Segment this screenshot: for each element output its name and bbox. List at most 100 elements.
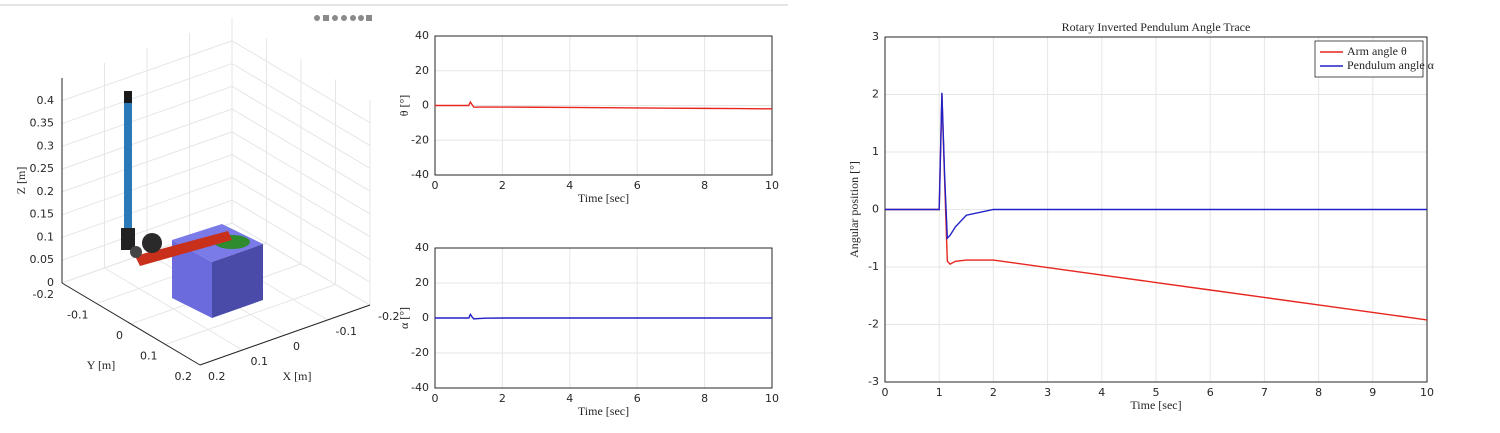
- z-axis-label: Z [m]: [14, 167, 28, 195]
- z-tick-label: 0: [47, 276, 54, 289]
- y-tick-label: 0.2: [175, 370, 193, 383]
- y-tick-label: -40: [411, 381, 429, 394]
- x-tick-label: 4: [1098, 386, 1105, 399]
- z-tick-label: 0.35: [30, 117, 55, 130]
- x-axis-label: Time [sec]: [578, 404, 629, 418]
- y-tick-label: -1: [868, 260, 879, 273]
- x-tick-label: 0: [432, 392, 439, 405]
- grid-line: [231, 63, 371, 146]
- axis-line: [61, 282, 201, 366]
- x-tick-label: 4: [566, 179, 573, 192]
- grid-line: [231, 154, 371, 238]
- grid-line: [61, 154, 233, 216]
- grid-line: [61, 199, 233, 261]
- x-tick-label: 8: [701, 179, 708, 192]
- pendulum-rod: [124, 95, 132, 232]
- y-tick-label: -0.2: [33, 288, 54, 301]
- y-tick-label: -2: [868, 318, 879, 331]
- x-tick-label: 6: [634, 179, 641, 192]
- grid-line: [165, 284, 336, 345]
- x-tick-label: 1: [936, 386, 943, 399]
- z-tick-label: 0.2: [37, 185, 55, 198]
- grid-line: [61, 85, 233, 147]
- pendulum-model: [121, 91, 263, 318]
- x-tick-label: 0: [432, 179, 439, 192]
- x-tick-label: 2: [499, 392, 506, 405]
- y-tick-label: 20: [415, 276, 429, 289]
- tool-icon[interactable]: [332, 15, 338, 21]
- grid-line: [61, 131, 233, 193]
- x-tick-label: 2: [499, 179, 506, 192]
- y-axis-label: α [°]: [397, 307, 411, 329]
- encoder: [142, 233, 162, 253]
- y-axis-label: Angular position [°]: [847, 161, 861, 258]
- x-tick-label: 10: [765, 392, 779, 405]
- x-tick-label: 8: [701, 392, 708, 405]
- y-tick-label: 40: [415, 29, 429, 42]
- grid-line: [61, 63, 233, 125]
- tool-icon[interactable]: [350, 15, 356, 21]
- x-axis-label: Time [sec]: [1130, 398, 1181, 412]
- x-tick-label: 7: [1261, 386, 1268, 399]
- legend-label: Arm angle θ: [1347, 44, 1407, 58]
- x-axis-label: X [m]: [283, 369, 312, 383]
- x-tick-label: 4: [566, 392, 573, 405]
- z-tick-label: 0.3: [37, 139, 55, 152]
- z-tick-label: 0.1: [37, 230, 55, 243]
- tool-icon[interactable]: [358, 15, 364, 21]
- y-tick-label: -20: [411, 346, 429, 359]
- hub: [130, 246, 142, 258]
- x-tick-label: 0.1: [251, 355, 269, 368]
- y-tick-label: 3: [872, 30, 879, 43]
- grid-line: [231, 222, 371, 306]
- series-line: [885, 92, 1427, 240]
- x-tick-label: 9: [1369, 386, 1376, 399]
- base-face: [212, 244, 263, 318]
- pivot: [121, 228, 135, 250]
- y-axis-label: θ [°]: [397, 95, 411, 117]
- grid-line: [61, 40, 233, 102]
- x-tick-label: -0.1: [336, 325, 357, 338]
- grid-line: [231, 40, 371, 124]
- x-tick-label: 8: [1315, 386, 1322, 399]
- tool-icon[interactable]: [341, 15, 347, 21]
- tool-icon[interactable]: [323, 15, 329, 21]
- rod-cap: [124, 91, 132, 103]
- y-tick-label: 2: [872, 88, 879, 101]
- base-face: [172, 240, 212, 318]
- tool-icon[interactable]: [314, 15, 320, 21]
- axis-line: [199, 304, 371, 366]
- tool-icon[interactable]: [366, 15, 372, 21]
- grid-line: [231, 199, 371, 283]
- y-tick-label: 0: [872, 203, 879, 216]
- x-tick-label: 0: [293, 340, 300, 353]
- grid-line: [231, 131, 371, 215]
- x-axis-label: Time [sec]: [578, 191, 629, 205]
- toolbar: [314, 15, 372, 21]
- z-tick-label: 0.25: [30, 162, 55, 175]
- y-tick-label: 20: [415, 64, 429, 77]
- x-tick-label: 5: [1153, 386, 1160, 399]
- y-tick-label: -3: [868, 375, 879, 388]
- x-tick-label: 3: [1044, 386, 1051, 399]
- z-tick-label: 0.05: [30, 253, 55, 266]
- grid-line: [61, 108, 233, 170]
- legend-box: [1314, 40, 1424, 78]
- y-tick-label: 0.1: [140, 350, 158, 363]
- x-tick-label: 0.2: [208, 370, 226, 383]
- x-tick-label: 2: [990, 386, 997, 399]
- series-line: [435, 313, 772, 320]
- y-tick-label: 0: [116, 329, 123, 342]
- grid-line: [61, 176, 233, 238]
- y-tick-label: 0: [422, 99, 429, 112]
- grid-line: [231, 108, 371, 192]
- grid-line: [231, 85, 371, 169]
- x-tick-label: 6: [634, 392, 641, 405]
- grid-line: [231, 177, 371, 260]
- y-tick-label: -20: [411, 133, 429, 146]
- z-tick-label: 0.4: [37, 94, 55, 107]
- y-axis-label: Y [m]: [87, 358, 116, 372]
- y-tick-label: -40: [411, 168, 429, 181]
- x-tick-label: 10: [1420, 386, 1434, 399]
- z-tick-label: 0.15: [30, 208, 55, 221]
